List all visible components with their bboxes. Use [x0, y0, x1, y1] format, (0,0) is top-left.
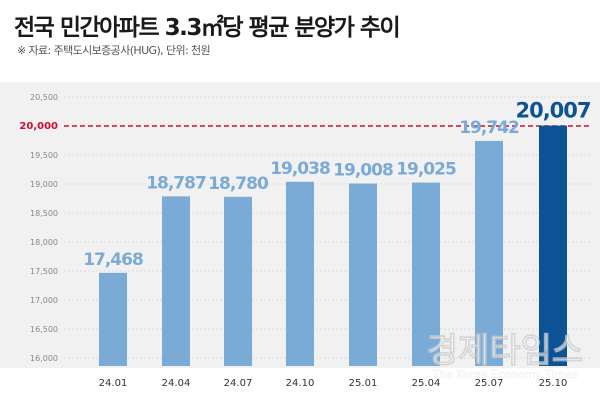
- x-tick-label: 25.07: [475, 378, 504, 389]
- y-tick-label: 20,000: [19, 121, 58, 132]
- data-label: 19,742: [459, 118, 519, 138]
- chart-title: 전국 민간아파트 3.3㎡당 평균 분양가 추이: [14, 15, 401, 41]
- bar-24.04: [162, 196, 190, 366]
- y-tick-label: 18,500: [30, 209, 58, 218]
- bar-24.07: [224, 196, 252, 366]
- x-tick-label: 25.10: [539, 378, 568, 389]
- y-tick-label: 16,000: [30, 354, 58, 363]
- x-tick-label: 24.07: [224, 378, 253, 389]
- data-label: 18,787: [146, 173, 206, 193]
- watermark-text: 경제타임스: [427, 331, 583, 371]
- y-tick-label: 19,000: [30, 180, 58, 189]
- data-label: 19,025: [396, 160, 456, 180]
- y-tick-label: 20,500: [30, 93, 58, 102]
- watermark: 경제타임스 The Korea Economy Times: [426, 331, 583, 381]
- bar-24.01: [99, 272, 127, 366]
- data-label: 17,468: [83, 250, 143, 270]
- data-label: 18,780: [208, 174, 269, 194]
- bar-24.10: [286, 181, 314, 366]
- x-tick-label: 24.04: [162, 378, 191, 389]
- bar-25.07: [475, 140, 503, 366]
- chart-subtitle: ※ 자료: 주택도시보증공사(HUG), 단위: 천원: [17, 44, 211, 57]
- y-tick-label: 17,000: [30, 296, 58, 305]
- y-tick-label: 19,500: [30, 151, 58, 160]
- y-tick-label: 16,500: [30, 325, 58, 334]
- bar-25.01: [349, 183, 377, 366]
- x-tick-label: 25.04: [412, 378, 441, 389]
- watermark-subtext: The Korea Economy Times: [431, 368, 578, 381]
- data-label: 19,008: [333, 161, 393, 181]
- data-label: 19,038: [270, 159, 330, 179]
- x-tick-label: 25.01: [349, 378, 378, 389]
- bar-25.04: [412, 182, 440, 366]
- y-tick-label: 18,000: [30, 238, 58, 247]
- x-tick-label: 24.10: [286, 378, 315, 389]
- bar-25.10: [539, 125, 567, 367]
- x-tick-label: 24.01: [99, 378, 128, 389]
- y-tick-label: 17,500: [30, 267, 58, 276]
- data-label: 20,007: [515, 99, 590, 123]
